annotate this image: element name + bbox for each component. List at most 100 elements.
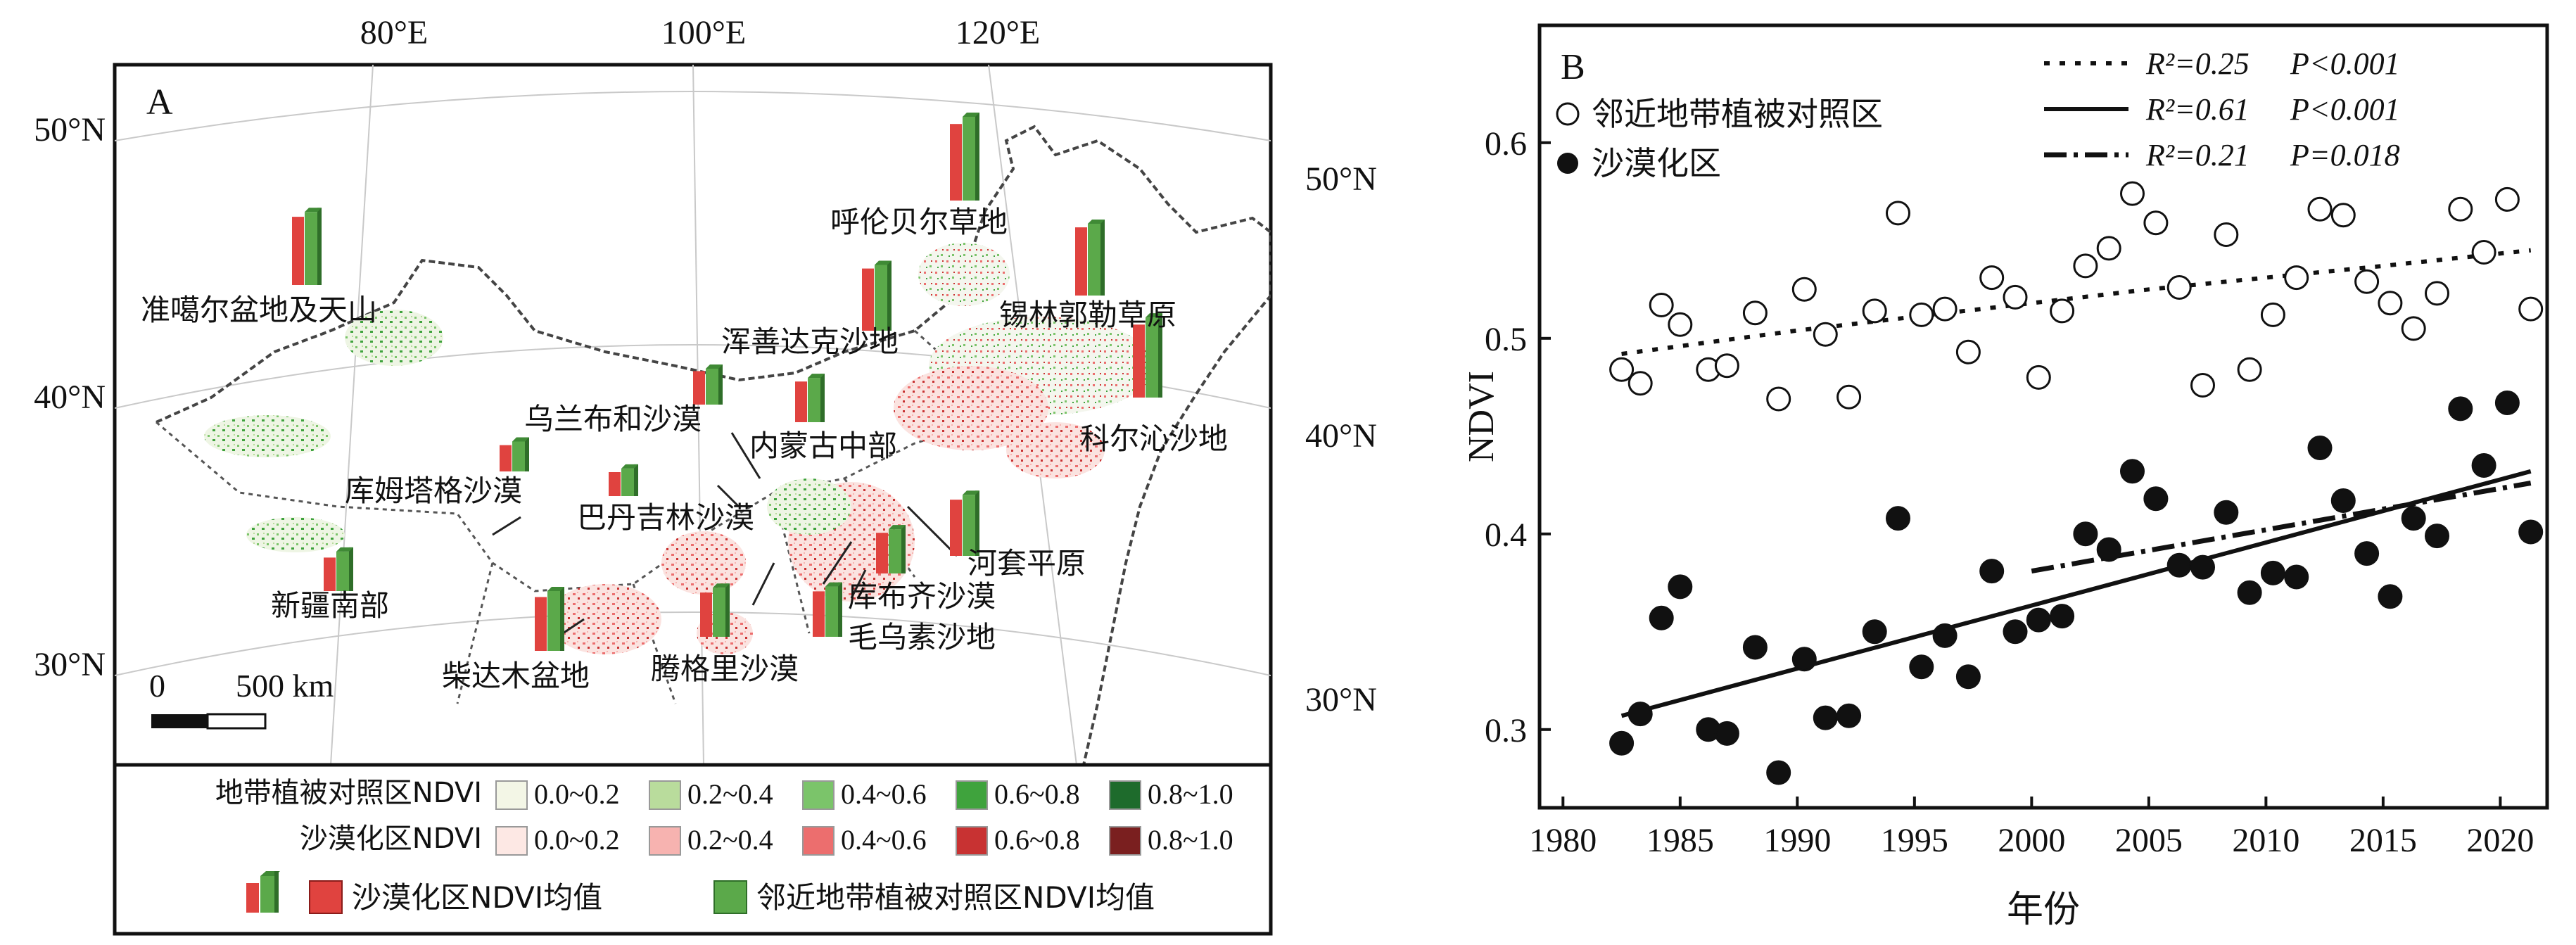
region-label-horqin: 科尔沁沙地	[1080, 421, 1228, 456]
china-outline	[156, 125, 1271, 765]
desert-ndvi-bar	[292, 217, 304, 285]
control-point	[1932, 296, 1958, 322]
legend-control-mean-label: 邻近地带植被对照区NDVI均值	[756, 880, 1155, 915]
legend-desert-swatch	[495, 826, 528, 856]
desert-ndvi-bar	[813, 591, 825, 637]
desert-point	[1836, 703, 1862, 728]
control-ndvi-bar	[336, 551, 349, 591]
lat-label-right-30: 30°N	[1305, 681, 1377, 718]
desert-point	[1813, 705, 1838, 730]
control-ndvi-bar-top	[825, 582, 842, 587]
control-ndvi-bar	[621, 468, 634, 496]
legend-control-marker	[1556, 102, 1580, 126]
control-point	[1714, 353, 1739, 379]
desert-ndvi-bar	[1075, 227, 1087, 296]
legend-control-swatch	[495, 780, 528, 810]
scale-zero: 0	[149, 668, 165, 704]
control-ndvi-bar-side	[887, 260, 892, 331]
control-point	[1628, 371, 1653, 396]
control-point	[1791, 277, 1817, 302]
legend-control-swatch	[649, 780, 681, 810]
x-tick-label: 2015	[2349, 822, 2417, 859]
desert-ndvi-bar	[700, 592, 712, 637]
legend-desert-marker	[1557, 153, 1578, 174]
control-point	[2425, 281, 2449, 306]
control-point	[2448, 196, 2473, 222]
control-ndvi-bar	[825, 586, 838, 637]
control-point	[2354, 269, 2380, 294]
region-bar-pair	[876, 525, 906, 573]
control-point	[1955, 339, 1981, 364]
desert-point	[1714, 721, 1739, 746]
legend-desert-bin-label: 0.0~0.2	[534, 824, 620, 856]
desert-point	[1628, 702, 1653, 727]
control-ndvi-bar	[305, 212, 317, 285]
region-bar-pair	[693, 364, 723, 405]
control-ndvi-bar-top	[713, 583, 730, 588]
region-bar-pair	[795, 374, 825, 422]
legend-control-bin-label: 0.0~0.2	[534, 778, 620, 810]
lon-label-100: 100°E	[661, 14, 747, 51]
region-bar-pair	[950, 490, 979, 556]
legend-desert-swatch	[956, 826, 988, 856]
legend-bar-icon	[246, 871, 280, 913]
control-point	[2401, 316, 2426, 341]
trend-line-dotted	[1621, 248, 2532, 356]
control-ndvi-bar-side	[820, 374, 825, 422]
region-bar-pair	[862, 260, 892, 331]
desert-point	[2120, 459, 2145, 484]
region-bar-pair	[813, 582, 842, 637]
trend-legend-dotted-r2: R²=0.25	[2145, 46, 2250, 81]
desert-point	[1886, 506, 1910, 531]
trend-legend-dashdot-p: P=0.018	[2290, 138, 2400, 172]
control-ndvi-bar	[808, 378, 820, 422]
control-ndvi-bar	[547, 591, 560, 651]
control-point	[2096, 236, 2121, 261]
region-label-hobq: 库布齐沙漠	[848, 579, 996, 614]
trend-line-solid	[1620, 469, 2532, 718]
control-point	[2284, 265, 2309, 291]
desert-point	[2448, 396, 2473, 421]
control-ndvi-bar-side	[560, 587, 564, 651]
legend-desert-bin-label: 0.8~1.0	[1148, 824, 1233, 856]
control-point	[2050, 298, 2075, 324]
desert-ndvi-bar	[1133, 324, 1145, 398]
desert-ndvi-bar	[693, 371, 705, 405]
desert-point	[2143, 486, 2169, 512]
control-ndvi-bar-side	[525, 437, 529, 471]
control-ndvi-bar-side	[634, 464, 638, 496]
region-label-otindag: 浑善达克沙地	[721, 324, 899, 359]
trend-legend-dotted-p: P<0.001	[2290, 46, 2400, 81]
control-ndvi-bar	[875, 265, 887, 331]
desert-point	[1609, 730, 1635, 756]
control-point	[2237, 357, 2262, 382]
legend-desert-series: 沙漠化区	[1592, 144, 1721, 182]
control-ndvi-bar-side	[1100, 220, 1105, 296]
region-label-ulanbuh: 乌兰布和沙漠	[524, 402, 702, 436]
legend-desert-label: 沙漠化区NDVI	[300, 823, 482, 855]
control-point	[2378, 291, 2403, 316]
control-ndvi-bar-side	[901, 525, 906, 573]
control-ndvi-bar-top	[1146, 313, 1162, 318]
x-tick-label: 1990	[1763, 822, 1831, 859]
desert-ndvi-bar	[862, 268, 874, 331]
map-frame	[113, 63, 1273, 767]
x-tick-label: 2005	[2115, 822, 2183, 859]
desert-point	[2237, 580, 2262, 605]
legend-desert-bin-label: 0.2~0.4	[687, 824, 773, 856]
y-tick-label: 0.5	[1485, 321, 1527, 358]
desert-point	[1862, 619, 1887, 645]
legend-control-series: 邻近地带植被对照区	[1592, 95, 1883, 133]
y-axis-label: NDVI	[1461, 371, 1502, 462]
desert-ndvi-bar	[535, 597, 547, 651]
desert-point	[2284, 564, 2309, 590]
x-axis-label: 年份	[2007, 889, 2080, 931]
control-ndvi-bar-top	[808, 374, 825, 379]
control-point	[2214, 222, 2239, 247]
desert-point	[1909, 654, 1934, 680]
desert-point	[2425, 524, 2449, 549]
lat-label-left-50: 50°N	[34, 111, 106, 148]
desert-point	[1791, 647, 1817, 672]
control-ndvi-bar-top	[305, 208, 322, 213]
